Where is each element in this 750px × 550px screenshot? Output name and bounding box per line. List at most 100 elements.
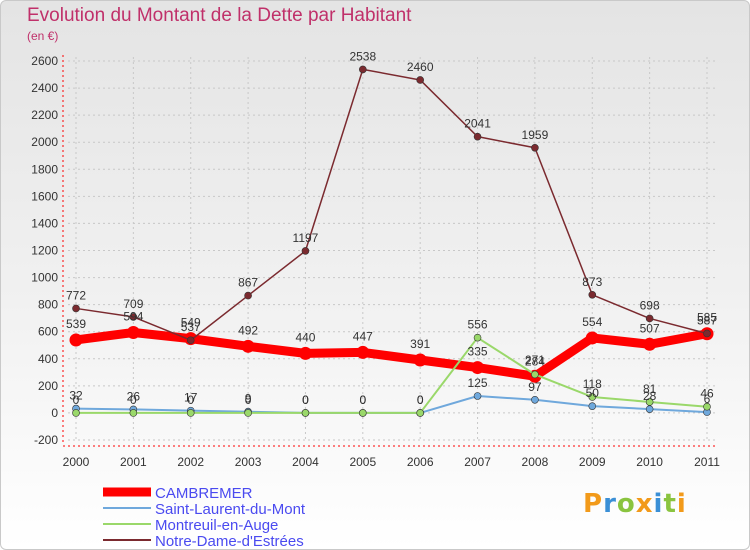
data-point <box>356 345 370 359</box>
data-label: 6 <box>704 392 711 406</box>
data-label: 594 <box>123 310 143 324</box>
data-label: 284 <box>525 354 545 368</box>
data-label: 549 <box>181 316 201 330</box>
data-label: 507 <box>640 321 660 335</box>
data-label: 9 <box>245 392 252 406</box>
data-label: 556 <box>468 318 488 332</box>
data-label: 0 <box>73 393 80 407</box>
data-point <box>244 291 252 300</box>
data-label: 2460 <box>407 60 434 74</box>
data-point <box>129 313 138 321</box>
data-point <box>703 402 711 411</box>
data-point <box>588 402 597 410</box>
data-label: 28 <box>643 389 657 403</box>
data-label: 32 <box>69 389 83 403</box>
data-label: 537 <box>181 320 201 334</box>
y-tick-label: 2000 <box>31 135 58 149</box>
data-point <box>298 346 312 360</box>
data-point <box>359 65 367 74</box>
data-label: 0 <box>302 393 309 407</box>
data-point <box>72 304 80 313</box>
data-point <box>69 333 83 347</box>
data-point <box>645 398 654 406</box>
legend-label: Saint-Laurent-du-Mont <box>155 501 306 518</box>
data-point <box>72 409 80 417</box>
data-point <box>703 329 711 338</box>
data-label: 1197 <box>293 231 319 245</box>
legend-label: Notre-Dame-d'Estrées <box>155 533 304 550</box>
data-label: 50 <box>586 386 600 400</box>
legend: CAMBREMERSaint-Laurent-du-MontMontreuil-… <box>103 485 306 550</box>
data-point <box>645 314 654 323</box>
data-label: 539 <box>66 317 86 331</box>
data-label: 440 <box>295 330 315 344</box>
data-label: 698 <box>640 298 660 312</box>
data-point <box>129 409 138 417</box>
y-tick-label: 400 <box>38 352 58 366</box>
data-point <box>126 326 140 340</box>
x-tick-label: 2008 <box>522 455 549 469</box>
data-label: 0 <box>245 393 252 407</box>
data-point <box>186 409 195 417</box>
data-label: 0 <box>359 393 366 407</box>
data-point <box>416 76 424 84</box>
series-line-0 <box>71 328 712 381</box>
data-point <box>643 337 657 351</box>
data-label: 0 <box>302 393 309 407</box>
data-point <box>241 339 255 353</box>
data-point <box>585 331 599 345</box>
y-tick-label: 2400 <box>31 81 58 95</box>
data-label: 17 <box>184 391 198 405</box>
y-tick-label: 600 <box>38 325 58 339</box>
data-point <box>473 132 482 141</box>
x-tick-label: 2000 <box>63 455 90 469</box>
chart-title: Evolution du Montant de la Dette par Hab… <box>27 5 412 26</box>
data-label: 873 <box>582 275 602 289</box>
y-tick-label: 800 <box>38 298 58 312</box>
data-point <box>531 143 539 152</box>
data-label: 1959 <box>522 128 549 142</box>
data-label: 0 <box>417 393 424 407</box>
data-label: 709 <box>123 297 143 311</box>
y-tick-label: 2600 <box>31 54 58 68</box>
data-label: 118 <box>583 377 602 391</box>
data-label: 0 <box>130 393 137 407</box>
x-tick-label: 2010 <box>636 455 663 469</box>
x-axis: 2000 2001 2002 2003 2004 2005 2006 2007 2008 2009… <box>63 445 720 469</box>
data-point <box>473 333 482 342</box>
x-tick-label: 2007 <box>464 455 491 469</box>
legend-label: CAMBREMER <box>155 485 253 502</box>
data-point <box>588 290 597 299</box>
x-tick-label: 2004 <box>292 455 319 469</box>
data-point <box>413 353 427 367</box>
data-label: 492 <box>238 323 258 337</box>
data-label: 585 <box>697 311 717 325</box>
series-line-3 <box>75 68 708 341</box>
data-point <box>186 336 195 345</box>
data-label: 554 <box>582 315 602 329</box>
x-tick-label: 2001 <box>120 455 147 469</box>
y-axis: -200 0 200 400 600 800 1000 1200 1400 1600 1800 200… <box>31 54 64 447</box>
data-label: 335 <box>468 345 488 359</box>
x-tick-label: 2006 <box>407 455 434 469</box>
data-label: 447 <box>353 329 373 343</box>
data-point <box>244 409 252 417</box>
data-label: 81 <box>643 382 657 396</box>
y-tick-label: 1400 <box>31 216 58 230</box>
data-label: 0 <box>417 393 424 407</box>
y-tick-label: 1800 <box>31 162 58 176</box>
data-label: 97 <box>528 380 542 394</box>
data-label: 867 <box>238 276 258 290</box>
x-tick-label: 2005 <box>349 455 376 469</box>
y-tick-label: 0 <box>51 406 58 420</box>
data-point <box>359 409 367 417</box>
data-label: 391 <box>410 337 430 351</box>
data-point <box>416 409 424 417</box>
data-label: 0 <box>359 393 366 407</box>
y-tick-label: 1600 <box>31 189 58 203</box>
data-label: 0 <box>187 393 194 407</box>
series-layer <box>69 65 714 417</box>
y-tick-label: 1200 <box>31 244 58 258</box>
